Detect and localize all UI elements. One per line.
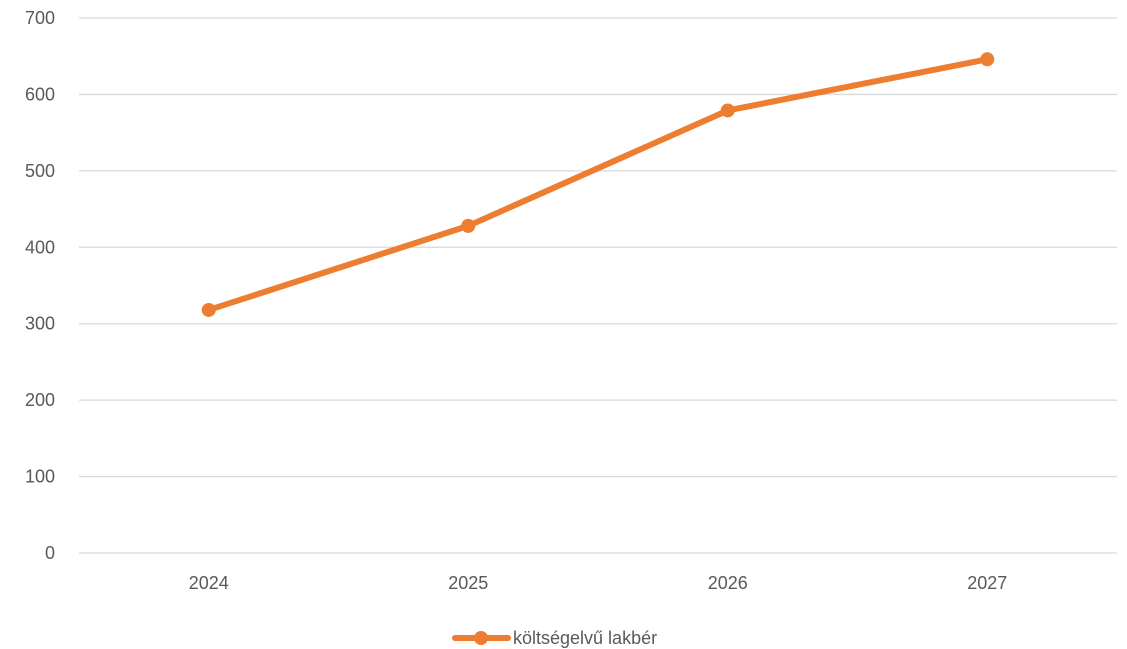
y-tick-label-500: 500 xyxy=(25,161,55,181)
y-axis-tick-labels: 0 100 200 300 400 500 600 700 xyxy=(25,8,55,563)
data-point-2024 xyxy=(201,302,216,317)
legend: költségelvű lakbér xyxy=(452,628,657,648)
series-group xyxy=(201,52,995,317)
legend-dot-marker xyxy=(474,631,488,645)
x-tick-label-2026: 2026 xyxy=(708,573,748,593)
data-point-2026 xyxy=(720,103,735,118)
x-axis-tick-labels: 2024 2025 2026 2027 xyxy=(189,573,1008,593)
y-tick-label-200: 200 xyxy=(25,390,55,410)
data-point-2025 xyxy=(461,218,476,233)
series-line-0 xyxy=(205,56,991,313)
legend-label: költségelvű lakbér xyxy=(513,628,657,648)
x-tick-label-2025: 2025 xyxy=(448,573,488,593)
y-tick-label-0: 0 xyxy=(45,543,55,563)
y-tick-label-100: 100 xyxy=(25,467,55,487)
y-tick-label-300: 300 xyxy=(25,314,55,334)
y-tick-label-700: 700 xyxy=(25,8,55,28)
y-tick-label-600: 600 xyxy=(25,84,55,104)
x-tick-label-2024: 2024 xyxy=(189,573,229,593)
y-tick-label-400: 400 xyxy=(25,237,55,257)
x-tick-label-2027: 2027 xyxy=(967,573,1007,593)
data-point-2027 xyxy=(980,52,995,67)
gridlines xyxy=(79,17,1117,554)
